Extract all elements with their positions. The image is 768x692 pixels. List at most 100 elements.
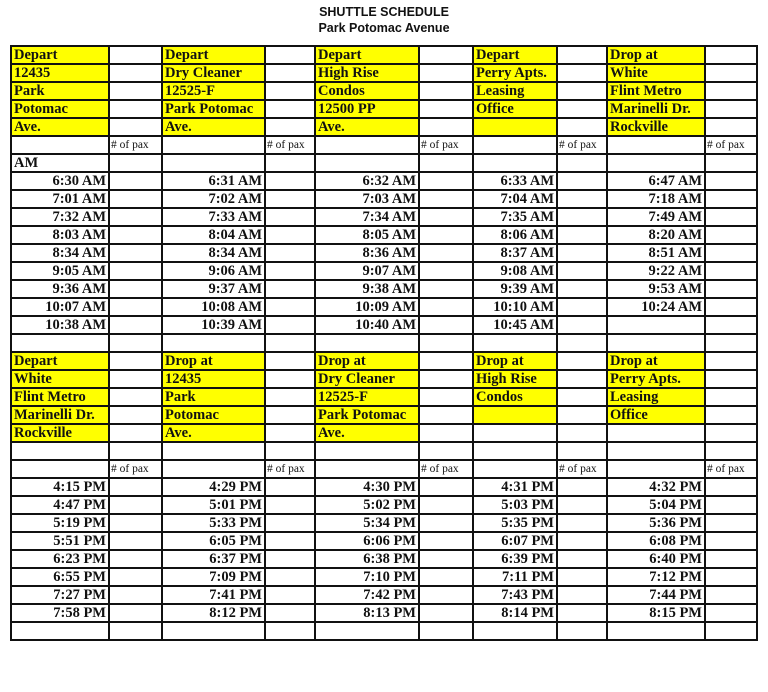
- time-row: 6:55 PM 7:09 PM 7:10 PM 7:11 PM 7:12 PM: [10, 567, 758, 587]
- empty-cell: [10, 621, 110, 641]
- time-cell: 7:35 AM: [472, 207, 558, 227]
- time-cell: 6:47 AM: [606, 171, 706, 191]
- time-row: 5:19 PM 5:33 PM 5:34 PM 5:35 PM 5:36 PM: [10, 513, 758, 533]
- pax-label: # of pax: [704, 459, 758, 479]
- stop-header-cell: Dry Cleaner: [314, 369, 420, 389]
- time-cell: 8:15 PM: [606, 603, 706, 623]
- time-cell: 10:40 AM: [314, 315, 420, 335]
- time-cell: 8:34 AM: [161, 243, 266, 263]
- pax-label: # of pax: [556, 459, 608, 479]
- time-cell: 9:08 AM: [472, 261, 558, 281]
- empty-cell: [418, 333, 474, 353]
- time-cell: 7:10 PM: [314, 567, 420, 587]
- empty-cell: [472, 153, 558, 173]
- time-row: 7:58 PM 8:12 PM 8:13 PM 8:14 PM 8:15 PM: [10, 603, 758, 623]
- stop-header-cell: Potomac: [161, 405, 266, 425]
- pax-count-cell: [264, 189, 316, 209]
- time-cell: 8:34 AM: [10, 243, 110, 263]
- empty-cell: [606, 621, 706, 641]
- pax-count-cell: [264, 477, 316, 497]
- empty-cell: [472, 441, 558, 461]
- pax-count-cell: [264, 225, 316, 245]
- empty-cell: [314, 441, 420, 461]
- empty-cell: [161, 441, 266, 461]
- pax-cell: [418, 45, 474, 65]
- empty-cell: [556, 621, 608, 641]
- pax-count-cell: [108, 261, 163, 281]
- stop-header-cell: Ave.: [161, 117, 266, 137]
- time-cell: 6:37 PM: [161, 549, 266, 569]
- empty-cell: [418, 441, 474, 461]
- time-cell: 8:36 AM: [314, 243, 420, 263]
- empty-cell: [314, 621, 420, 641]
- time-row: 4:47 PM 5:01 PM 5:02 PM 5:03 PM 5:04 PM: [10, 495, 758, 515]
- pax-cell: [418, 369, 474, 389]
- pax-cell: [556, 369, 608, 389]
- pax-cell: [264, 117, 316, 137]
- empty-cell: [418, 621, 474, 641]
- pax-count-cell: [556, 549, 608, 569]
- stop-header-cell: Ave.: [314, 423, 420, 443]
- pax-count-cell: [264, 603, 316, 623]
- pax-count-cell: [556, 225, 608, 245]
- stop-header-cell: Depart: [314, 45, 420, 65]
- pax-count-cell: [264, 549, 316, 569]
- pax-cell: [418, 387, 474, 407]
- time-cell: 4:30 PM: [314, 477, 420, 497]
- pax-cell: [556, 423, 608, 443]
- time-cell: 7:42 PM: [314, 585, 420, 605]
- empty-cell: [556, 153, 608, 173]
- time-cell: 7:58 PM: [10, 603, 110, 623]
- pax-count-cell: [418, 279, 474, 299]
- time-cell: 9:22 AM: [606, 261, 706, 281]
- pax-count-cell: [556, 315, 608, 335]
- pax-count-cell: [264, 207, 316, 227]
- pax-count-cell: [108, 495, 163, 515]
- time-cell: 9:39 AM: [472, 279, 558, 299]
- stop-header-cell: Drop at: [606, 351, 706, 371]
- pax-count-cell: [556, 495, 608, 515]
- pax-count-cell: [704, 279, 758, 299]
- time-cell: 10:38 AM: [10, 315, 110, 335]
- header-row: Flint Metro Park 12525-F Condos Leasing: [10, 387, 758, 407]
- time-row: 9:05 AM 9:06 AM 9:07 AM 9:08 AM 9:22 AM: [10, 261, 758, 281]
- stop-header-cell: 12525-F: [314, 387, 420, 407]
- am-label: AM: [10, 153, 110, 173]
- pax-cell: [108, 117, 163, 137]
- header-row: Depart Drop at Drop at Drop at Drop at: [10, 351, 758, 371]
- pax-count-cell: [418, 513, 474, 533]
- stop-header-cell: Drop at: [314, 351, 420, 371]
- time-cell: 8:37 AM: [472, 243, 558, 263]
- time-row: 6:23 PM 6:37 PM 6:38 PM 6:39 PM 6:40 PM: [10, 549, 758, 569]
- pax-cell: [556, 81, 608, 101]
- time-cell: 5:02 PM: [314, 495, 420, 515]
- pax-cell: [264, 81, 316, 101]
- pax-cell: [556, 99, 608, 119]
- pax-cell: [108, 369, 163, 389]
- time-cell: 9:05 AM: [10, 261, 110, 281]
- pax-count-cell: [108, 279, 163, 299]
- pax-count-cell: [704, 549, 758, 569]
- pax-cell: [556, 387, 608, 407]
- pax-cell: [556, 405, 608, 425]
- stop-header-cell: Depart: [10, 45, 110, 65]
- pax-count-cell: [108, 585, 163, 605]
- stop-header-cell: Potomac: [10, 99, 110, 119]
- stop-header-cell: Park: [161, 387, 266, 407]
- time-row: 10:38 AM 10:39 AM 10:40 AM 10:45 AM: [10, 315, 758, 335]
- pax-count-cell: [418, 189, 474, 209]
- time-cell: 7:11 PM: [472, 567, 558, 587]
- pax-count-cell: [556, 585, 608, 605]
- pax-cell: [704, 45, 758, 65]
- pax-count-cell: [108, 603, 163, 623]
- pax-cell: [418, 117, 474, 137]
- time-cell: 6:30 AM: [10, 171, 110, 191]
- time-cell: 6:23 PM: [10, 549, 110, 569]
- time-cell: 8:13 PM: [314, 603, 420, 623]
- time-cell: 7:33 AM: [161, 207, 266, 227]
- empty-cell: [108, 153, 163, 173]
- empty-cell: [472, 459, 558, 479]
- pax-count-cell: [108, 513, 163, 533]
- blank-row: [10, 333, 758, 353]
- time-cell: 4:47 PM: [10, 495, 110, 515]
